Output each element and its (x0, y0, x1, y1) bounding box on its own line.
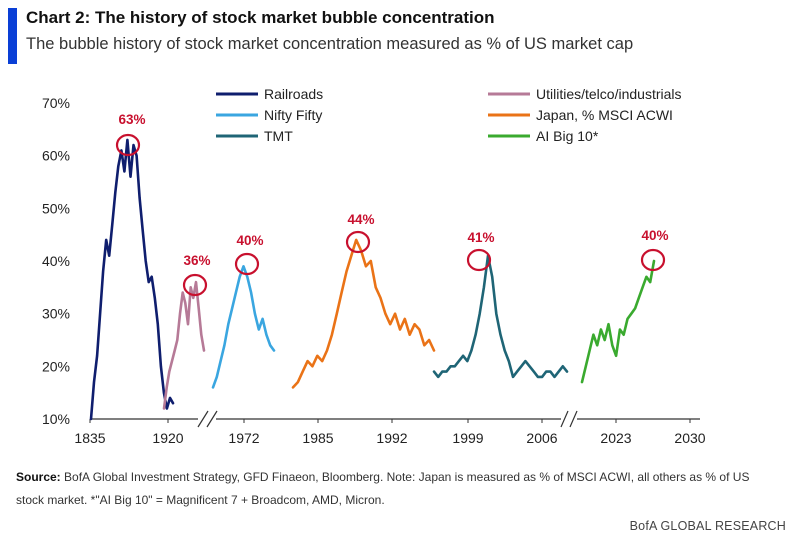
brand-footer: BofA GLOBAL RESEARCH (629, 519, 786, 533)
peak-label: 40% (641, 228, 668, 243)
x-tick-label: 1972 (228, 430, 259, 446)
series-line-japan-msci-acwi (291, 238, 436, 389)
peak-circle (234, 252, 260, 276)
peak-circle (115, 133, 141, 157)
x-tick-label: 2030 (674, 430, 705, 446)
title-accent-bar (8, 8, 17, 64)
legend-label: Railroads (264, 86, 323, 102)
peak-label: 44% (347, 212, 374, 227)
y-tick-label: 40% (42, 253, 70, 269)
peak-circle (640, 248, 666, 272)
axis-break-mark (569, 410, 578, 428)
axis-break-mark (560, 410, 569, 428)
y-tick-label: 30% (42, 306, 70, 322)
x-tick-label: 1920 (152, 430, 183, 446)
legend-label: AI Big 10* (536, 128, 599, 144)
series-line-utilities-telco-industrials (162, 280, 206, 410)
peak-circle (345, 230, 371, 254)
peak-label: 41% (467, 230, 494, 245)
legend-label: Nifty Fifty (264, 107, 322, 123)
x-tick-label: 1835 (74, 430, 105, 446)
legend-label: TMT (264, 128, 293, 144)
peak-label: 40% (236, 233, 263, 248)
series-line-railroads (89, 138, 175, 421)
x-tick-label: 1999 (452, 430, 483, 446)
peak-label: 63% (118, 112, 145, 127)
y-tick-label: 20% (42, 358, 70, 374)
x-tick-label: 1985 (302, 430, 333, 446)
x-tick-label: 1992 (376, 430, 407, 446)
series-line-ai-big-10 (580, 259, 656, 384)
peak-label: 36% (183, 253, 210, 268)
series-line-tmt (432, 254, 569, 379)
source-text: BofA Global Investment Strategy, GFD Fin… (16, 470, 750, 507)
legend-label: Japan, % MSCI ACWI (536, 107, 673, 123)
legend-label: Utilities/telco/industrials (536, 86, 682, 102)
y-tick-label: 70% (42, 95, 70, 111)
axis-break-mark (206, 410, 218, 428)
chart-title: Chart 2: The history of stock market bub… (26, 8, 495, 27)
series-line-nifty-fifty (211, 264, 276, 389)
peak-circle (466, 248, 492, 272)
x-tick-label: 2023 (600, 430, 631, 446)
source-label: Source: (16, 470, 61, 484)
source-footnote: Source: BofA Global Investment Strategy,… (16, 466, 776, 512)
axis-break-mark (197, 410, 209, 428)
chart-subtitle: The bubble history of stock market conce… (26, 35, 634, 53)
y-tick-label: 50% (42, 200, 70, 216)
y-tick-label: 10% (42, 411, 70, 427)
y-tick-label: 60% (42, 148, 70, 164)
peak-circle (182, 273, 208, 297)
x-tick-label: 2006 (526, 430, 557, 446)
